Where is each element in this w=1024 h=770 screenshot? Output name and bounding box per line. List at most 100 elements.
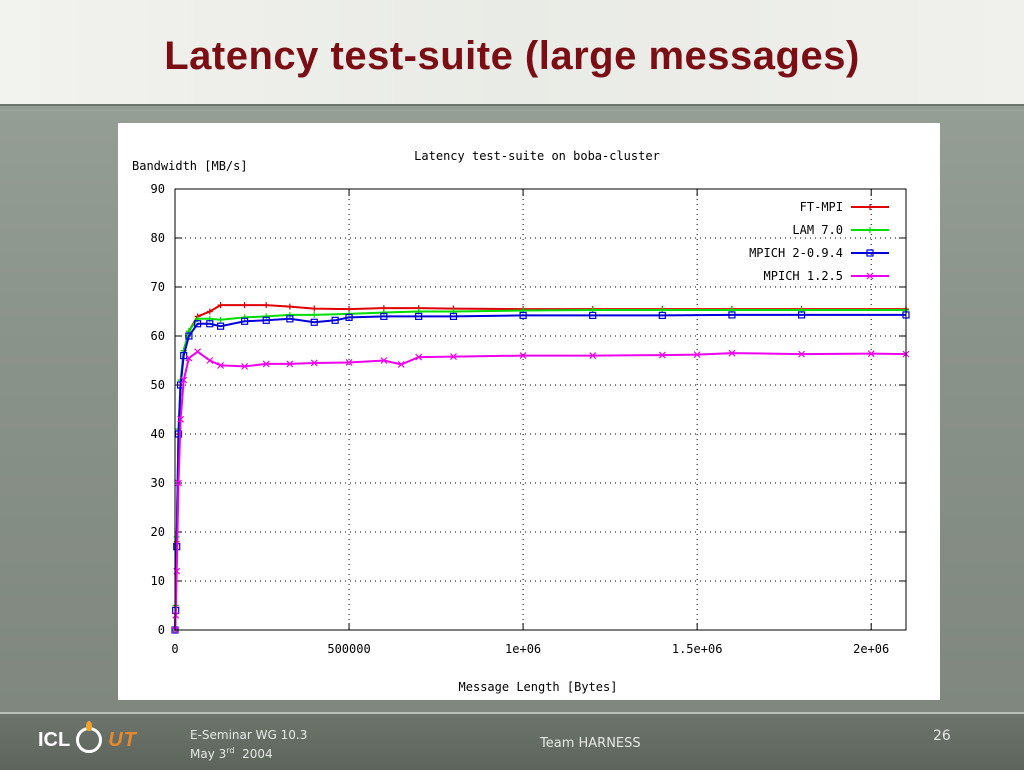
data-point-mpich-2-0-9-4: [449, 312, 458, 320]
data-point-mpich-1-2-5: [286, 360, 294, 368]
flame-logo-icon: [76, 721, 103, 753]
data-point-mpich-2-0-9-4: [728, 311, 736, 319]
footer-bar: [0, 712, 1024, 770]
legend-label-lam-7-0: LAM 7.0: [792, 223, 843, 237]
data-point-lam-7-0: [263, 313, 270, 320]
series-line-lam-7-0: [174, 309, 906, 631]
data-point-mpich-2-0-9-4: [286, 315, 294, 323]
data-point-mpich-1-2-5: [658, 351, 666, 359]
seminar-date: May 3rd 2004: [190, 746, 273, 761]
data-point-ft-mpi: [311, 305, 318, 312]
x-tick-label: 0: [171, 642, 178, 656]
data-point-mpich-1-2-5: [185, 354, 193, 362]
data-point-mpich-1-2-5: [380, 357, 388, 364]
chart-x-axis-label: Message Length [Bytes]: [459, 680, 618, 694]
legend-marker-lam-7-0: [867, 227, 873, 233]
data-point-mpich-1-2-5: [310, 359, 318, 367]
data-point-mpich-1-2-5: [693, 351, 701, 359]
data-point-mpich-1-2-5: [867, 350, 875, 358]
series-mpich-2-0-9-4: [171, 311, 910, 634]
data-point-mpich-2-0-9-4: [194, 320, 202, 328]
data-point-mpich-2-0-9-4: [519, 311, 527, 320]
y-tick-label: 30: [151, 476, 165, 490]
y-tick-label: 0: [158, 623, 165, 637]
chart-ticks: 0 10 20 30 40 50 60 70 80 90 0 500000 1e+06 1.5e+06 2e…: [151, 182, 906, 656]
data-point-mpich-1-2-5: [415, 353, 423, 361]
data-point-mpich-2-0-9-4: [658, 311, 666, 320]
data-point-mpich-1-2-5: [345, 359, 353, 366]
y-tick-label: 10: [151, 574, 165, 588]
icl-ut-logo: ICL UT: [38, 718, 137, 762]
data-point-mpich-2-0-9-4: [262, 316, 270, 324]
y-tick-label: 80: [151, 231, 165, 245]
legend-label-mpich-2-0-9-4: MPICH 2-0.9.4: [749, 246, 843, 260]
logo-icl-text: ICL: [38, 728, 71, 751]
footer-team: Team HARNESS: [540, 736, 641, 751]
series-line-mpich-1-2-5: [174, 350, 907, 631]
seminar-name: E-Seminar WG 10.3: [190, 728, 308, 742]
data-point-ft-mpi: [206, 308, 213, 315]
y-tick-label: 20: [151, 525, 165, 539]
data-point-mpich-1-2-5: [175, 479, 182, 487]
x-tick-label: 1.5e+06: [672, 642, 723, 656]
y-tick-label: 70: [151, 280, 165, 294]
footer-seminar-info: E-Seminar WG 10.3 May 3rd 2004: [190, 728, 307, 762]
data-point-mpich-1-2-5: [450, 353, 457, 361]
y-tick-label: 60: [151, 329, 165, 343]
data-point-mpich-1-2-5: [241, 362, 249, 370]
data-point-mpich-1-2-5: [217, 361, 225, 369]
legend-label-ft-mpi: FT-MPI: [800, 200, 843, 214]
chart-title: Latency test-suite on boba-cluster: [414, 149, 660, 163]
data-point-ft-mpi: [217, 302, 224, 309]
x-tick-label: 1e+06: [505, 642, 541, 656]
data-point-mpich-1-2-5: [172, 611, 180, 619]
data-point-mpich-1-2-5: [519, 352, 527, 360]
data-point-lam-7-0: [380, 309, 387, 316]
page-number: 26: [933, 728, 951, 744]
data-point-lam-7-0: [241, 314, 248, 321]
plot-frame: [174, 188, 907, 631]
data-point-mpich-1-2-5: [589, 352, 597, 360]
legend-marker-mpich-2-0-9-4: [866, 249, 874, 257]
data-point-lam-7-0: [311, 311, 318, 318]
chart-y-axis-label: Bandwidth [MB/s]: [132, 159, 248, 173]
logo-ut-text: UT: [108, 728, 137, 751]
data-point-mpich-2-0-9-4: [415, 312, 423, 320]
bandwidth-chart: Latency test-suite on boba-cluster Bandw…: [132, 149, 910, 694]
series-line-mpich-2-0-9-4: [174, 313, 906, 631]
y-tick-label: 90: [151, 182, 165, 196]
data-point-ft-mpi: [286, 303, 293, 310]
data-point-mpich-1-2-5: [397, 360, 405, 368]
chart-panel: Latency test-suite on boba-cluster Bandw…: [118, 123, 940, 700]
data-point-ft-mpi: [241, 302, 248, 309]
x-tick-label: 500000: [327, 642, 370, 656]
data-point-mpich-1-2-5: [262, 360, 270, 368]
y-tick-label: 50: [151, 378, 165, 392]
data-point-mpich-1-2-5: [206, 357, 214, 364]
data-point-mpich-2-0-9-4: [241, 317, 249, 325]
data-point-mpich-1-2-5: [194, 348, 202, 356]
data-point-mpich-2-0-9-4: [380, 312, 388, 320]
data-point-mpich-1-2-5: [177, 415, 184, 423]
title-band: [0, 0, 1024, 111]
data-point-lam-7-0: [286, 311, 293, 318]
legend-marker-ft-mpi: [867, 204, 873, 210]
x-tick-label: 2e+06: [853, 642, 889, 656]
data-point-mpich-2-0-9-4: [589, 311, 597, 320]
legend-marker-mpich-1-2-5: [866, 272, 874, 280]
data-point-mpich-2-0-9-4: [217, 322, 225, 330]
data-point-mpich-2-0-9-4: [345, 313, 353, 321]
data-point-mpich-1-2-5: [180, 376, 188, 384]
legend-label-mpich-1-2-5: MPICH 1.2.5: [764, 269, 843, 283]
slide-title: Latency test-suite (large messages): [164, 34, 860, 78]
data-point-mpich-2-0-9-4: [797, 311, 806, 319]
data-point-mpich-1-2-5: [798, 350, 805, 358]
data-point-mpich-2-0-9-4: [185, 332, 193, 340]
data-point-mpich-2-0-9-4: [206, 320, 214, 328]
data-point-mpich-2-0-9-4: [310, 318, 318, 326]
data-point-lam-7-0: [217, 316, 224, 323]
series-mpich-1-2-5: [171, 348, 910, 634]
y-tick-label: 40: [151, 427, 165, 441]
data-point-ft-mpi: [263, 302, 270, 309]
data-point-mpich-2-0-9-4: [331, 316, 339, 324]
